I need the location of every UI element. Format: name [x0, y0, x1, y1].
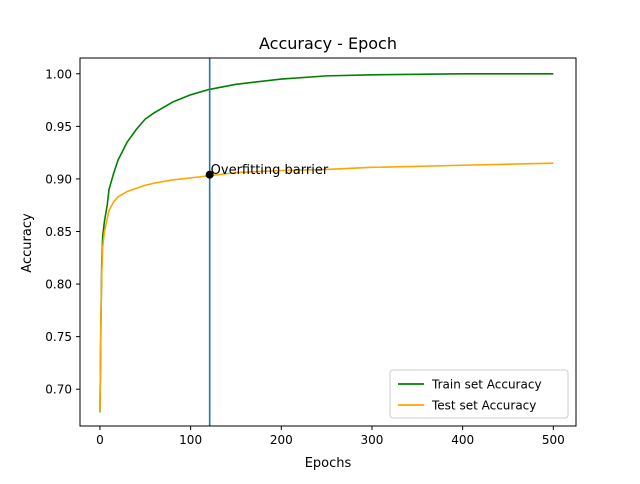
x-tick-label: 400: [451, 433, 474, 447]
annotation-text: Overfitting barrier: [211, 163, 329, 178]
y-tick-label: 1.00: [45, 67, 72, 81]
series-line-test: [99, 162, 554, 413]
legend: Train set Accuracy Test set Accuracy: [389, 369, 569, 419]
x-tick-label: 300: [361, 433, 384, 447]
x-axis-label: Epochs: [305, 456, 352, 471]
y-tick-label: 0.75: [45, 330, 72, 344]
x-tick-label: 200: [270, 433, 293, 447]
y-tick-label: 0.85: [45, 225, 72, 239]
y-axis: 0.70 0.75 0.80 0.85 0.90 0.95 1.00: [45, 67, 80, 397]
y-tick-label: 0.95: [45, 120, 72, 134]
y-tick-label: 0.90: [45, 172, 72, 186]
x-axis: 0 100 200 300 400 500: [96, 426, 565, 447]
x-tick-label: 0: [96, 433, 104, 447]
legend-label: Test set Accuracy: [431, 399, 536, 413]
annotation-marker: [205, 170, 214, 179]
chart-title: Accuracy - Epoch: [259, 34, 397, 53]
legend-label: Train set Accuracy: [431, 378, 542, 392]
y-axis-label: Accuracy: [20, 213, 35, 273]
y-tick-label: 0.70: [45, 383, 72, 397]
legend-box: [389, 369, 569, 419]
x-tick-label: 100: [179, 433, 202, 447]
x-tick-label: 500: [542, 433, 565, 447]
plot-area: Overfitting barrier: [79, 57, 577, 427]
plot-frame: [79, 57, 577, 427]
series-line-train: [99, 72, 554, 413]
y-tick-label: 0.80: [45, 278, 72, 292]
